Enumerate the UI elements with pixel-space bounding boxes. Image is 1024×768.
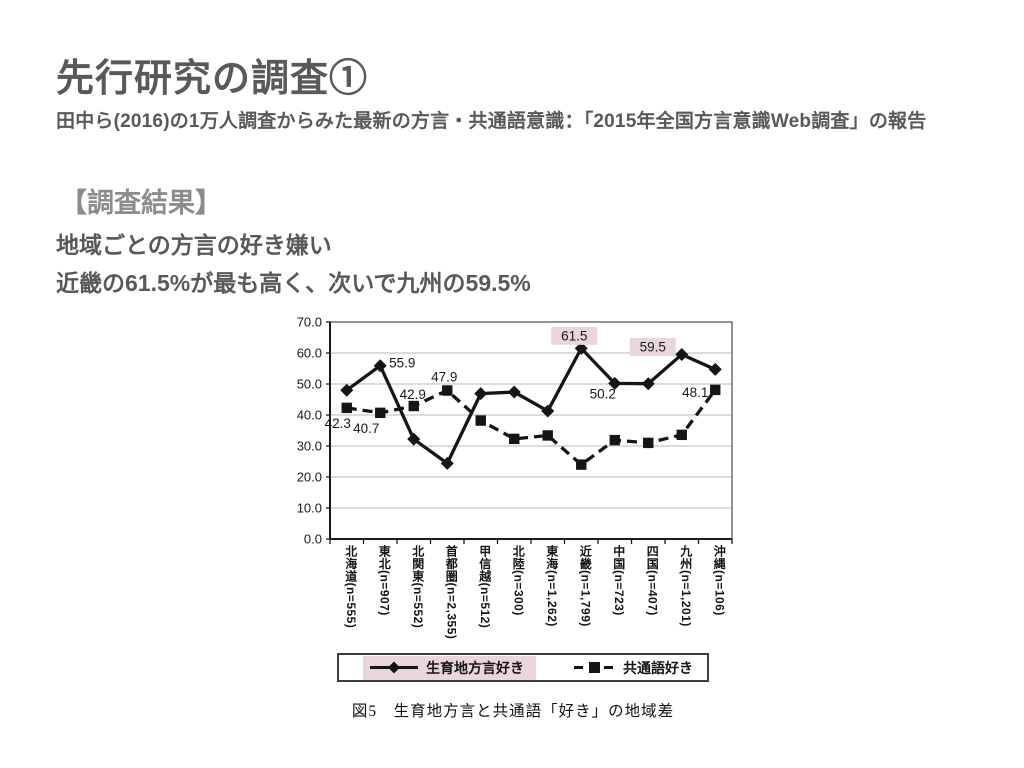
y-tick-label: 60.0 <box>297 346 322 361</box>
y-tick-label: 70.0 <box>297 315 322 330</box>
page-title: 先行研究の調査① <box>56 58 369 100</box>
finding-line-1: 地域ごとの方言の好き嫌い <box>56 232 332 258</box>
x-axis-label: 北陸(n=300) <box>511 545 526 616</box>
legend-label-native-dialect: 生育地方言好き <box>426 659 524 676</box>
x-axis-label: 東海(n=1,262) <box>544 545 559 627</box>
point-label: 59.5 <box>640 340 666 355</box>
x-axis-labels: 北海道(n=555) 東北(n=907) 北関東(n=552) 首都圏(n=2,355… <box>283 545 743 653</box>
series-line-0 <box>345 345 716 466</box>
x-axis-label: 近畿(n=1,799) <box>578 545 593 627</box>
point-label: 42.9 <box>400 387 426 402</box>
legend-label-standard-language: 共通語好き <box>623 659 693 676</box>
marker-diamond <box>675 348 689 362</box>
marker-square <box>676 429 687 441</box>
y-tick-label: 10.0 <box>297 501 322 516</box>
marker-square <box>710 384 721 396</box>
marker-diamond <box>440 456 454 470</box>
point-label: 47.9 <box>431 370 457 385</box>
x-axis-label: 九州(n=1,201) <box>678 545 693 627</box>
marker-square <box>375 407 386 419</box>
point-label: 48.1 <box>682 385 708 400</box>
chart-legend: 生育地方言好き 共通語好き <box>337 653 709 682</box>
x-axis-label: 中国(n=723) <box>611 545 626 616</box>
x-axis-label: 首都圏(n=2,355) <box>444 545 459 640</box>
chart-plot-area: 0.0 10.0 20.0 30.0 40.0 50.0 60.0 70.0 55.9 61.5 5… <box>297 315 733 546</box>
marker-square <box>609 434 620 446</box>
x-axis-label: 東北(n=907) <box>377 545 392 616</box>
point-label: 61.5 <box>561 328 587 343</box>
x-axis-label: 沖縄(n=106) <box>712 545 727 616</box>
marker-square <box>408 400 419 412</box>
marker-diamond <box>507 385 521 399</box>
dialect-preference-chart: 0.0 10.0 20.0 30.0 40.0 50.0 60.0 70.0 55.9 61.5 5… <box>283 312 743 742</box>
x-axis-label: 四国(n=407) <box>645 545 660 616</box>
point-label: 50.2 <box>590 386 616 401</box>
marker-square <box>643 437 654 449</box>
marker-diamond <box>407 432 421 446</box>
marker-diamond <box>373 359 387 373</box>
y-tick-label: 30.0 <box>297 439 322 454</box>
marker-square <box>576 459 587 470</box>
marker-diamond <box>340 383 354 397</box>
marker-square <box>341 402 352 414</box>
x-axis-label: 北関東(n=552) <box>410 545 425 629</box>
legend-item-native-dialect: 生育地方言好き <box>363 655 536 680</box>
marker-diamond <box>474 387 488 401</box>
y-tick-label: 20.0 <box>297 470 322 485</box>
y-tick-label: 0.0 <box>304 532 322 546</box>
section-heading: 【調査結果】 <box>60 188 222 218</box>
y-tick-label: 40.0 <box>297 408 322 423</box>
label-highlight <box>629 338 676 357</box>
point-label: 55.9 <box>389 356 415 371</box>
point-label: 42.3 <box>325 416 351 431</box>
marker-diamond <box>541 404 555 418</box>
dashed-square-line-icon <box>574 662 616 673</box>
marker-square <box>475 415 486 426</box>
slide-subtitle: 田中ら(2016)の1万人調査からみた最新の方言・共通語意識：「2015年全国方… <box>56 111 927 132</box>
label-highlight <box>551 326 598 345</box>
y-tick-label: 50.0 <box>297 377 322 392</box>
marker-diamond <box>574 341 588 355</box>
point-label: 40.7 <box>353 421 379 436</box>
marker-diamond <box>708 362 722 376</box>
marker-diamond <box>641 377 655 391</box>
marker-square <box>442 385 453 396</box>
figure-caption: 図5 生育地方言と共通語「好き」の地域差 <box>351 703 675 720</box>
x-axis-label: 北海道(n=555) <box>343 545 358 629</box>
marker-diamond <box>608 376 622 390</box>
x-axis-label: 甲信越(n=512) <box>477 545 492 629</box>
marker-square <box>542 430 553 441</box>
marker-square <box>509 433 520 445</box>
finding-line-2: 近畿の61.5%が最も高く、次いで九州の59.5% <box>56 270 531 296</box>
solid-diamond-line-icon <box>370 661 418 674</box>
legend-item-standard-language: 共通語好き <box>574 658 693 678</box>
